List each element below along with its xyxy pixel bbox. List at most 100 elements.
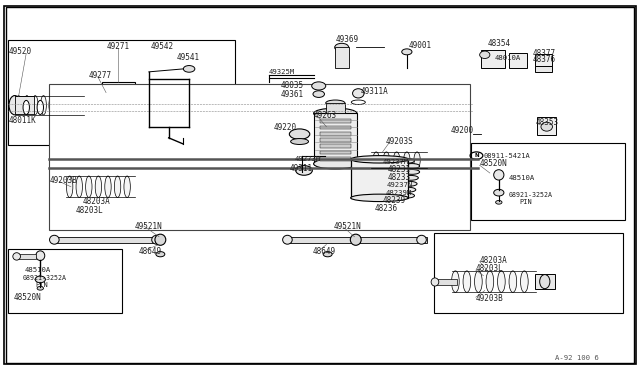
Bar [15, 96, 34, 114]
Ellipse shape [383, 152, 390, 168]
Text: 48233: 48233 [388, 173, 411, 182]
Text: 08911-5421A: 08911-5421A [483, 153, 530, 158]
Ellipse shape [351, 155, 408, 163]
Ellipse shape [452, 271, 460, 292]
Bar [320, 126, 351, 129]
Ellipse shape [115, 176, 121, 198]
Bar [326, 103, 345, 113]
Text: 49277: 49277 [89, 71, 112, 80]
Bar [49, 84, 470, 231]
Bar [320, 151, 351, 154]
Ellipse shape [314, 108, 357, 119]
Ellipse shape [67, 176, 73, 198]
Text: 49521N: 49521N [334, 222, 362, 231]
Ellipse shape [283, 235, 292, 244]
Ellipse shape [373, 152, 380, 168]
Text: 48203L: 48203L [76, 206, 104, 215]
Bar [320, 138, 351, 142]
Text: 49237N: 49237N [387, 182, 413, 188]
Ellipse shape [152, 235, 161, 244]
Bar [285, 237, 427, 243]
Text: 48011K: 48011K [9, 116, 36, 125]
Ellipse shape [495, 201, 502, 204]
Text: 48376: 48376 [532, 55, 556, 64]
Ellipse shape [24, 96, 29, 115]
Text: 48203A: 48203A [479, 256, 508, 264]
Text: 48035: 48035 [280, 81, 303, 90]
Text: 48203A: 48203A [83, 197, 110, 206]
Ellipse shape [394, 152, 400, 168]
Text: 49311A: 49311A [361, 87, 388, 96]
Text: 49369: 49369 [336, 35, 359, 44]
Ellipse shape [95, 176, 102, 198]
Ellipse shape [326, 100, 345, 106]
Bar [351, 159, 408, 198]
Ellipse shape [74, 96, 79, 115]
Text: 49263: 49263 [314, 111, 337, 120]
Text: 49542: 49542 [150, 42, 173, 51]
Text: 49001: 49001 [408, 41, 431, 51]
Bar [320, 119, 351, 123]
Ellipse shape [124, 176, 131, 198]
Ellipse shape [49, 235, 59, 244]
Text: 49203B: 49203B [476, 294, 504, 303]
Ellipse shape [520, 271, 528, 292]
Bar [335, 47, 349, 68]
Ellipse shape [541, 122, 552, 131]
Ellipse shape [37, 100, 44, 115]
Ellipse shape [323, 251, 332, 257]
Text: 49521N: 49521N [135, 221, 163, 231]
Ellipse shape [335, 43, 349, 51]
Ellipse shape [76, 176, 83, 198]
Bar [8, 39, 235, 145]
Ellipse shape [183, 65, 195, 72]
Ellipse shape [312, 82, 326, 90]
Ellipse shape [65, 96, 71, 115]
Ellipse shape [540, 275, 550, 289]
Bar [537, 117, 556, 135]
Ellipse shape [35, 276, 45, 283]
Text: 48649: 48649 [139, 247, 162, 256]
Text: 49325M: 49325M [269, 69, 295, 75]
Ellipse shape [351, 194, 408, 202]
Ellipse shape [86, 176, 92, 198]
Bar [17, 254, 36, 259]
Text: 08921-3252A: 08921-3252A [23, 275, 67, 281]
Text: 48239: 48239 [383, 196, 406, 205]
Text: N: N [474, 153, 479, 158]
Text: 48236: 48236 [375, 205, 398, 214]
Ellipse shape [289, 129, 310, 139]
Text: 49200: 49200 [451, 126, 474, 135]
Bar [534, 54, 552, 65]
Bar [534, 274, 555, 289]
Ellipse shape [49, 96, 54, 115]
Bar [320, 157, 351, 161]
Text: 49311: 49311 [290, 164, 313, 173]
Text: 48377: 48377 [532, 49, 556, 58]
Ellipse shape [509, 271, 516, 292]
Ellipse shape [291, 138, 308, 144]
Bar [320, 144, 351, 148]
Text: 48520N: 48520N [13, 293, 41, 302]
Text: 49203B: 49203B [49, 176, 77, 185]
Bar [320, 132, 351, 136]
Ellipse shape [474, 271, 482, 292]
Text: 49203S: 49203S [385, 137, 413, 146]
Bar [481, 50, 505, 68]
Ellipse shape [404, 170, 420, 174]
Ellipse shape [13, 253, 20, 260]
Ellipse shape [353, 89, 364, 98]
Ellipse shape [40, 96, 46, 115]
Text: 49361: 49361 [280, 90, 303, 99]
Ellipse shape [403, 176, 419, 180]
Ellipse shape [16, 96, 22, 115]
Text: 49520: 49520 [9, 47, 32, 56]
Ellipse shape [497, 271, 505, 292]
Ellipse shape [399, 193, 415, 198]
Ellipse shape [399, 158, 415, 163]
Text: 48231: 48231 [388, 165, 411, 174]
Bar [8, 249, 122, 313]
Ellipse shape [23, 100, 29, 115]
Bar [534, 66, 552, 72]
Ellipse shape [414, 152, 420, 168]
